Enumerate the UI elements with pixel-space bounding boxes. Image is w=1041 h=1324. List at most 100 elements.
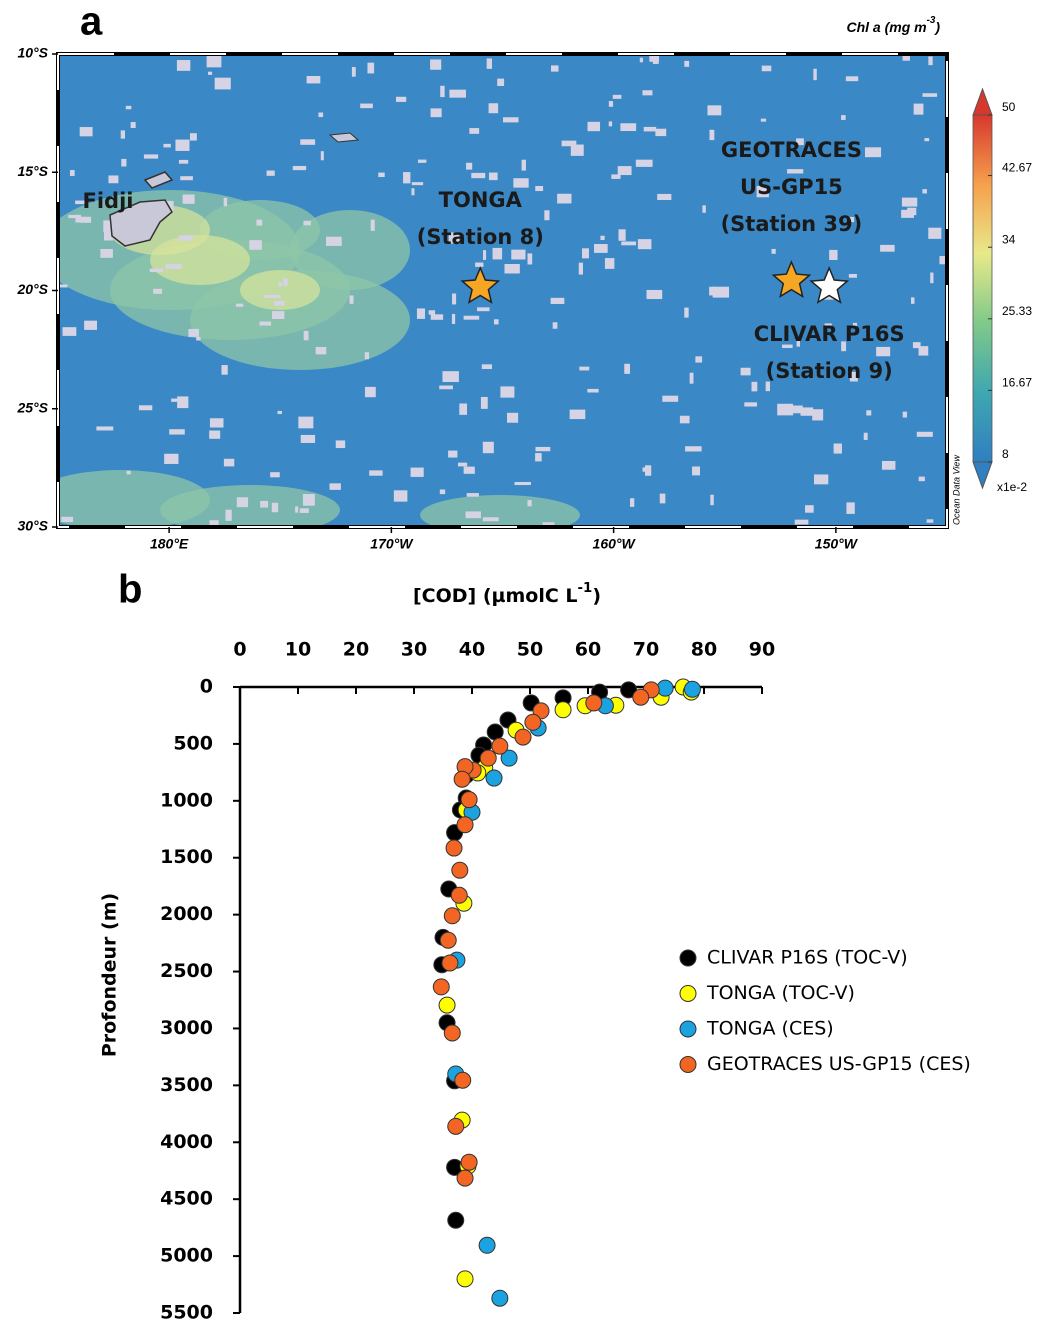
x-tick-label: 170°W [370,536,414,552]
cloud [189,133,197,141]
cloud [271,311,285,319]
cloud [75,214,81,223]
y-axis-title: Profondeur (m) [99,893,121,1057]
y-tick-label: 3500 [160,1074,213,1096]
cloud [61,516,74,523]
chl-high [240,270,320,310]
cloud [692,466,701,476]
cloud [223,458,235,467]
cloud [459,403,468,415]
cloud [178,159,189,164]
cloud [796,138,804,146]
data-point [485,769,503,787]
y-tick-label: 20°S [16,281,48,297]
cloud [812,409,824,421]
cloud [481,364,492,370]
cloud [777,403,794,416]
station-label: (Station 8) [417,225,544,249]
cloud [910,297,915,304]
axis-title: Chl a (mg m-3) [846,15,940,35]
cloud [876,346,891,357]
cloud [214,77,231,90]
cloud [561,140,577,147]
cloud [283,278,288,286]
cloud [709,286,716,296]
cloud [466,162,473,170]
cloud [618,229,626,241]
cloud [922,93,938,97]
cloud [335,440,346,449]
cloud [503,117,519,123]
cloud [569,409,586,420]
cloud [550,297,565,304]
cloud [506,412,519,423]
cloud [928,227,942,239]
cloud [581,248,589,259]
cloud [642,90,653,96]
y-tick-label: 4000 [160,1131,213,1153]
cloud [165,264,182,269]
y-tick-label: 25°S [16,399,48,415]
cloud [649,55,660,62]
cloud [787,169,804,174]
x-tick-label: 150°W [815,536,859,552]
cloud [271,502,279,513]
cloud [639,57,644,63]
cloud [880,244,895,252]
cloud [263,294,281,299]
data-point [438,996,456,1014]
data-point [456,816,474,834]
cloud [881,460,896,470]
y-tick-label: 500 [173,732,213,754]
map-area [58,54,947,527]
x-tick-label: 160°W [593,536,637,552]
cloud [659,493,666,504]
x-tick-label: 50 [517,639,543,661]
cloud [103,220,112,233]
cloud [630,498,635,507]
x-tick-label: 10 [285,639,311,661]
cloud [430,59,442,70]
y-tick-label: 15°S [17,163,48,179]
cloud [740,367,751,376]
x-tick-label: 60 [575,639,601,661]
cloud [318,112,324,118]
station-label: (Station 9) [766,359,893,383]
cloud [702,205,706,213]
data-point [585,694,603,712]
legend-label: TONGA (TOC-V) [706,982,855,1004]
cloud [482,441,494,454]
cloud [637,239,652,250]
cloud [448,232,460,244]
cloud [223,197,228,207]
data-point [478,1236,496,1254]
cloud [712,286,730,298]
cloud [621,241,637,246]
cloud [221,365,228,375]
cloud [326,236,342,246]
cloud [800,407,814,416]
cloud [751,381,758,392]
cloud [121,158,127,167]
cloud [707,105,722,116]
cloud [451,313,456,324]
cloud [902,54,910,61]
cloud [695,356,703,363]
cloud [849,371,858,382]
cloud [535,446,551,452]
place-label: Fidji [83,189,134,213]
cloud [175,139,190,151]
cloud [852,322,858,328]
cloud [841,341,847,352]
cloud [235,303,244,307]
cloud [847,216,855,223]
station-label: GEOTRACES [721,138,862,162]
cloud [617,166,632,176]
x-tick-label: 30 [401,639,427,661]
data-point [445,839,463,857]
cloud [492,247,503,260]
data-point [524,713,542,731]
cloud [410,467,424,477]
cloud [306,75,321,84]
cloud [469,128,480,134]
